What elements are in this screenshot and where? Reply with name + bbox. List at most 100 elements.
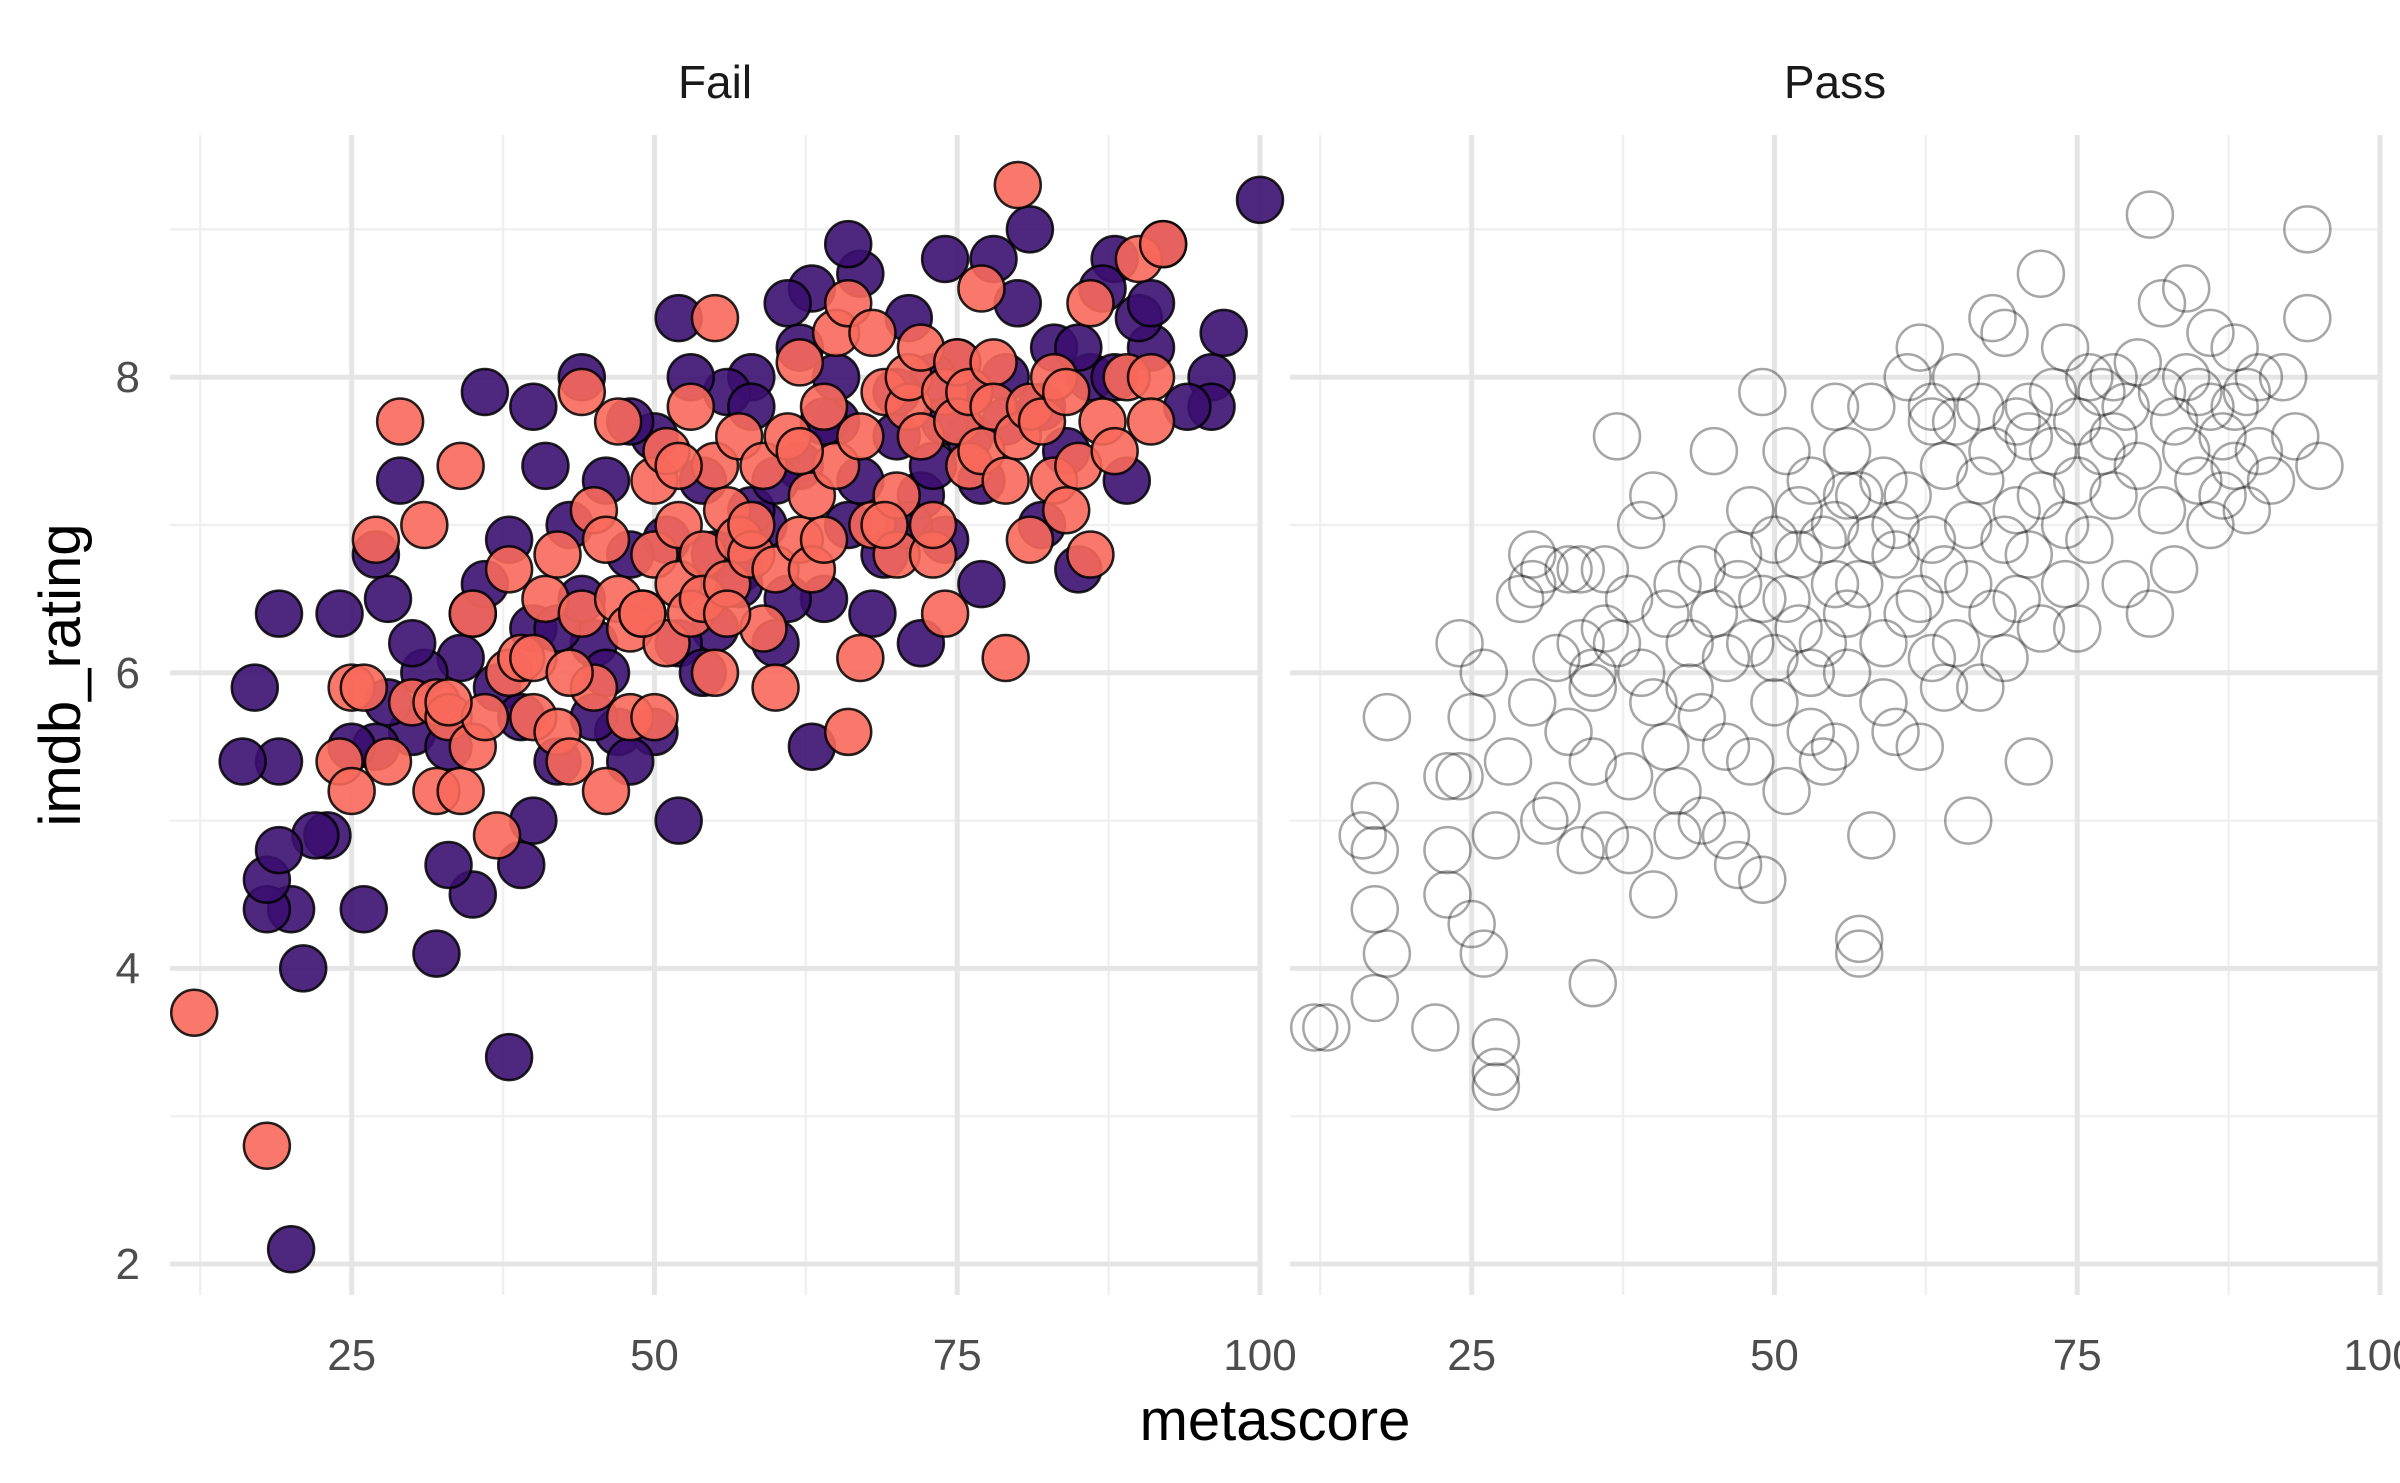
data-point (2210, 382, 2259, 432)
data-point (1689, 426, 1739, 476)
y-tick-label: 2 (116, 1240, 140, 1289)
data-point (1895, 574, 1945, 624)
data-point (1956, 456, 2005, 505)
data-point (1871, 530, 1920, 579)
data-point (1956, 663, 2005, 712)
data-point (2040, 323, 2090, 372)
data-point (2004, 530, 2054, 579)
data-point (957, 264, 1006, 313)
y-tick-labels: 2 4 6 8 (116, 353, 140, 1289)
data-point (2198, 412, 2247, 461)
data-point (1980, 633, 2029, 683)
facet-panel-fail: Fail 25 50 75 100 (169, 56, 1297, 1380)
data-point (351, 515, 401, 565)
data-point (1677, 796, 1727, 845)
data-point (2004, 412, 2054, 461)
data-point (436, 766, 485, 816)
data-point (690, 648, 740, 698)
data-point (400, 500, 449, 550)
data-point (1568, 958, 1618, 1008)
x-tick-label: 75 (2053, 1331, 2102, 1380)
data-point (436, 441, 485, 491)
x-tick-label: 75 (933, 1331, 982, 1380)
data-point (557, 367, 607, 417)
data-point (1235, 175, 1285, 225)
data-point (2101, 382, 2150, 432)
data-point (1507, 530, 1557, 579)
data-point (2222, 485, 2272, 535)
data-point (1847, 811, 1896, 860)
data-point (1822, 589, 1872, 638)
data-point (1459, 929, 1509, 978)
data-point (1931, 397, 1981, 446)
data-point (1834, 914, 1884, 964)
data-point (1507, 559, 1557, 609)
data-point (2089, 471, 2138, 520)
data-point (1126, 279, 1176, 328)
data-point (1810, 559, 1860, 609)
data-point (1520, 796, 1569, 845)
data-point (1556, 618, 1605, 668)
data-point (1532, 781, 1581, 831)
data-point (2125, 190, 2175, 239)
data-point (1992, 485, 2041, 535)
y-tick-label: 8 (116, 353, 140, 402)
data-point (1701, 722, 1751, 771)
data-point (1677, 692, 1727, 742)
x-tick-label: 25 (1447, 1331, 1496, 1380)
data-point (1847, 382, 1896, 432)
data-point (1774, 530, 1823, 579)
data-point (1592, 618, 1642, 668)
data-point (1980, 515, 2029, 565)
data-point (1907, 633, 1957, 683)
data-point (2028, 426, 2078, 476)
data-point (823, 219, 873, 269)
data-point (1423, 825, 1472, 875)
data-point (2052, 397, 2102, 446)
data-point (1750, 678, 1799, 727)
data-point (1005, 205, 1055, 254)
data-point (2222, 367, 2272, 417)
data-point (1302, 1003, 1351, 1052)
data-point (1943, 559, 1993, 609)
data-point (2258, 352, 2308, 402)
data-point (2016, 249, 2066, 298)
data-point (654, 796, 703, 845)
data-point (1980, 308, 2029, 358)
data-point (1544, 545, 1593, 594)
data-point (1665, 663, 1714, 712)
data-point (1592, 412, 1642, 461)
data-point (218, 737, 267, 786)
x-tick-label: 100 (1223, 1331, 1296, 1380)
data-point (1701, 811, 1751, 860)
data-point (1810, 500, 1860, 550)
data-point (1992, 397, 2041, 446)
data-point (2137, 279, 2187, 328)
data-point (2089, 412, 2138, 461)
data-point (1750, 633, 1799, 683)
data-point (484, 545, 534, 594)
data-point (1568, 648, 1618, 698)
data-point (1350, 781, 1400, 831)
data-point (2174, 456, 2223, 505)
data-point (1810, 722, 1860, 771)
data-point (412, 929, 461, 978)
data-point (727, 500, 776, 550)
data-point (1943, 500, 1993, 550)
data-point (448, 589, 498, 638)
data-point (981, 456, 1030, 505)
data-point (2065, 515, 2114, 565)
data-point (1471, 1062, 1521, 1111)
data-point (2040, 559, 2090, 609)
data-point (1289, 1003, 1339, 1052)
data-point (1653, 559, 1702, 609)
data-point (2149, 545, 2199, 594)
data-point (545, 737, 594, 786)
data-point (2137, 485, 2187, 535)
data-point (957, 559, 1006, 609)
data-point (1786, 456, 1836, 505)
data-point (1774, 485, 1823, 535)
data-point (1066, 279, 1115, 328)
data-point (387, 618, 437, 668)
data-point (593, 397, 643, 446)
